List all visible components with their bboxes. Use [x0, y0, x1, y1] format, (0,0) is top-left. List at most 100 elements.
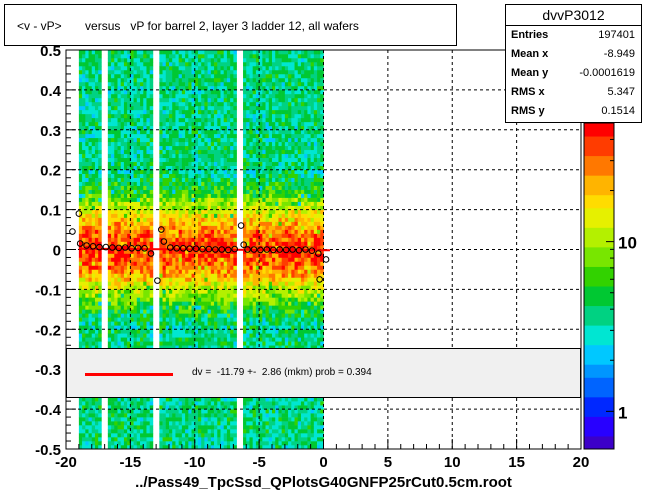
- heatmap-cell: [223, 445, 228, 449]
- heatmap-cell: [107, 273, 112, 278]
- heatmap-cell: [207, 433, 212, 438]
- heatmap-cell: [130, 89, 134, 95]
- heatmap-cell: [243, 169, 247, 174]
- heatmap-cell: [159, 345, 163, 350]
- heatmap-cell: [143, 57, 147, 63]
- heatmap-cell: [114, 145, 118, 151]
- heatmap-cell: [98, 197, 102, 202]
- heatmap-cell: [243, 313, 247, 318]
- heatmap-cell: [220, 53, 225, 59]
- heatmap-cell: [175, 249, 179, 254]
- heatmap-cell: [223, 305, 228, 310]
- heatmap-cell: [78, 81, 83, 87]
- heatmap-cell: [249, 237, 253, 242]
- heatmap-cell: [165, 301, 170, 306]
- heatmap-cell: [223, 89, 228, 95]
- heatmap-cell: [249, 345, 253, 350]
- heatmap-cell: [194, 73, 199, 79]
- heatmap-cell: [249, 217, 253, 222]
- heatmap-cell: [226, 125, 231, 131]
- heatmap-cell: [130, 305, 134, 310]
- heatmap-cell: [114, 273, 118, 278]
- heatmap-cell: [204, 413, 208, 418]
- heatmap-cell: [127, 309, 131, 314]
- heatmap-cell: [114, 341, 118, 346]
- heatmap-cell: [82, 177, 86, 182]
- heatmap-cell: [214, 177, 218, 182]
- heatmap-cell: [230, 305, 234, 310]
- heatmap-cell: [159, 241, 163, 246]
- heatmap-cell: [143, 289, 147, 294]
- heatmap-cell: [214, 273, 218, 278]
- heatmap-cell: [107, 97, 112, 103]
- heatmap-cell: [149, 61, 154, 67]
- heatmap-cell: [252, 145, 257, 151]
- heatmap-cell: [98, 145, 102, 151]
- heatmap-cell: [140, 237, 144, 242]
- heatmap-cell: [88, 113, 93, 119]
- heatmap-cell: [178, 253, 183, 258]
- heatmap-cell: [246, 157, 250, 163]
- heatmap-cell: [223, 153, 228, 159]
- heatmap-cell: [123, 113, 128, 119]
- heatmap-cell: [226, 405, 231, 410]
- heatmap-cell: [169, 169, 173, 174]
- heatmap-cell: [178, 445, 183, 449]
- heatmap-cell: [82, 293, 86, 298]
- heatmap-cell: [114, 405, 118, 410]
- heatmap-cell: [243, 189, 247, 194]
- heatmap-cell: [223, 409, 228, 414]
- heatmap-cell: [243, 445, 247, 449]
- heatmap-cell: [246, 345, 250, 350]
- heatmap-cell: [217, 333, 221, 338]
- heatmap-cell: [233, 417, 237, 422]
- heatmap-cell: [159, 65, 163, 71]
- heatmap-cell: [188, 173, 192, 178]
- heatmap-cell: [255, 277, 260, 282]
- heatmap-cell: [136, 285, 141, 290]
- heatmap-cell: [178, 145, 183, 151]
- heatmap-cell: [185, 141, 189, 147]
- heatmap-cell: [214, 129, 218, 135]
- heatmap-cell: [201, 57, 205, 63]
- heatmap-cell: [143, 405, 147, 410]
- heatmap-cell: [123, 169, 128, 174]
- heatmap-cell: [191, 413, 196, 418]
- heatmap-cell: [82, 413, 86, 418]
- heatmap-cell: [217, 189, 221, 194]
- heatmap-cell: [194, 237, 199, 242]
- heatmap-cell: [246, 141, 250, 147]
- heatmap-cell: [181, 137, 186, 143]
- heatmap-cell: [136, 249, 141, 254]
- heatmap-cell: [111, 245, 115, 250]
- heatmap-cell: [91, 269, 96, 274]
- heatmap-cell: [220, 401, 225, 406]
- heatmap-cell: [140, 261, 144, 266]
- heatmap-cell: [149, 185, 154, 190]
- heatmap-cell: [223, 265, 228, 270]
- heatmap-cell: [123, 189, 128, 194]
- heatmap-cell: [149, 197, 154, 202]
- heatmap-cell: [255, 65, 260, 71]
- heatmap-cell: [133, 269, 138, 274]
- heatmap-cell: [149, 309, 154, 314]
- heatmap-cell: [217, 217, 221, 222]
- heatmap-cell: [233, 277, 237, 282]
- heatmap-cell: [117, 157, 122, 163]
- heatmap-cell: [107, 133, 112, 139]
- heatmap-cell: [149, 173, 154, 178]
- heatmap-cell: [181, 97, 186, 103]
- heatmap-cell: [233, 413, 237, 418]
- heatmap-cell: [169, 149, 173, 155]
- heatmap-cell: [220, 109, 225, 115]
- heatmap-cell: [114, 269, 118, 274]
- heatmap-cell: [140, 241, 144, 246]
- heatmap-cell: [82, 337, 86, 342]
- heatmap-cell: [140, 173, 144, 178]
- heatmap-cell: [159, 113, 163, 119]
- heatmap-cell: [249, 313, 253, 318]
- heatmap-cell: [226, 173, 231, 178]
- heatmap-cell: [146, 257, 150, 262]
- heatmap-cell: [169, 73, 173, 79]
- heatmap-cell: [207, 421, 212, 426]
